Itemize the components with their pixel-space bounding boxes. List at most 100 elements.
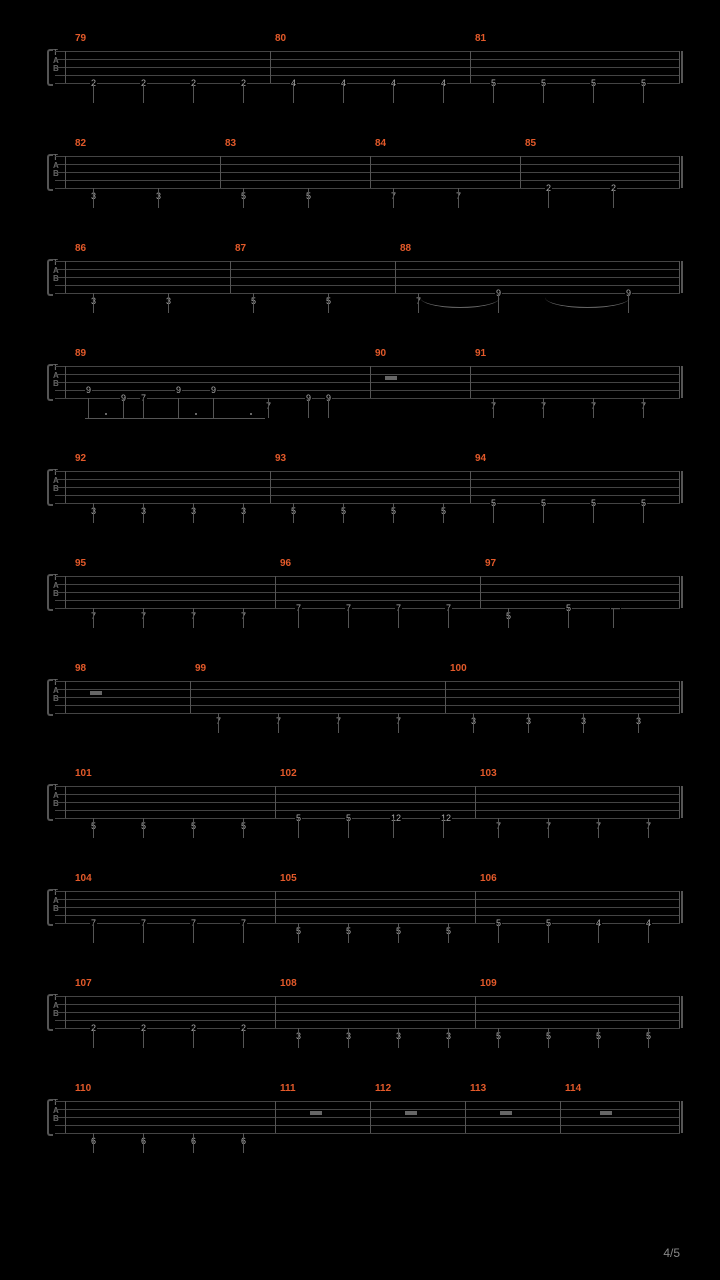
end-barline	[679, 366, 680, 398]
note-stem	[548, 923, 549, 943]
note-stem	[343, 503, 344, 523]
note-stem	[593, 83, 594, 103]
note-stem	[93, 608, 94, 628]
barline	[395, 261, 396, 293]
staff-lines	[55, 156, 680, 189]
end-barline	[679, 996, 680, 1028]
note-stem	[648, 818, 649, 838]
staff-row: TAB8233835584778522	[55, 140, 680, 230]
note-stem	[528, 713, 529, 733]
staff-row: TAB8633875588799	[55, 245, 680, 335]
note-stem	[643, 398, 644, 418]
note-stem	[268, 398, 269, 418]
staff-lines	[55, 576, 680, 609]
staff-row: TAB1106666111112113114	[55, 1085, 680, 1175]
note-stem	[143, 1028, 144, 1048]
measure-number: 92	[75, 453, 86, 464]
note-stem	[328, 293, 329, 313]
note-stem	[193, 923, 194, 943]
note-stem	[93, 923, 94, 943]
tie	[545, 287, 630, 308]
note-stem	[543, 83, 544, 103]
note-stem	[593, 398, 594, 418]
note-stem	[178, 398, 179, 418]
measure-number: 93	[275, 453, 286, 464]
end-barline	[679, 1101, 680, 1133]
staff-lines	[55, 681, 680, 714]
measure-number: 101	[75, 768, 92, 779]
note-stem	[218, 713, 219, 733]
end-barline	[679, 681, 680, 713]
barline	[65, 891, 66, 923]
measure-number: 87	[235, 243, 246, 254]
measure-number: 97	[485, 558, 496, 569]
note-stem	[443, 83, 444, 103]
note-stem	[93, 188, 94, 208]
staff-row: TAB989977771003333	[55, 665, 680, 755]
measure-number: 80	[275, 33, 286, 44]
note-stem	[498, 818, 499, 838]
note-stem	[568, 608, 569, 628]
note-stem	[143, 83, 144, 103]
note-stem	[93, 818, 94, 838]
measure-number: 88	[400, 243, 411, 254]
barline	[370, 366, 371, 398]
note-stem	[493, 398, 494, 418]
note-stem	[548, 818, 549, 838]
note-stem	[143, 608, 144, 628]
tab-note: 12	[440, 814, 452, 823]
note-stem	[398, 1028, 399, 1048]
beam	[85, 418, 140, 419]
beam	[140, 418, 210, 419]
note-stem	[243, 83, 244, 103]
note-stem	[88, 398, 89, 418]
barline	[65, 261, 66, 293]
rest	[500, 1111, 512, 1115]
note-stem	[648, 923, 649, 943]
measure-number: 84	[375, 138, 386, 149]
barline	[270, 51, 271, 83]
measure-number: 99	[195, 663, 206, 674]
note-stem	[643, 503, 644, 523]
barline	[470, 366, 471, 398]
measure-number: 108	[280, 978, 297, 989]
note-stem	[143, 1133, 144, 1153]
note-stem	[643, 83, 644, 103]
note-stem	[298, 818, 299, 838]
measure-number: 113	[470, 1083, 486, 1094]
note-stem	[308, 188, 309, 208]
note-stem	[493, 503, 494, 523]
note-stem	[193, 1133, 194, 1153]
note-stem	[338, 713, 339, 733]
staff-lines	[55, 51, 680, 84]
barline	[370, 1101, 371, 1133]
barline	[445, 681, 446, 713]
note-stem	[93, 293, 94, 313]
barline	[475, 786, 476, 818]
barline	[270, 471, 271, 503]
staff-lines	[55, 1101, 680, 1134]
barline	[470, 51, 471, 83]
note-stem	[348, 1028, 349, 1048]
tab-note: —	[610, 604, 621, 613]
barline	[65, 996, 66, 1028]
note-stem	[448, 923, 449, 943]
staff-row: TAB10155551025512121037777	[55, 770, 680, 860]
note-stem	[143, 503, 144, 523]
measure-number: 103	[480, 768, 497, 779]
note-stem	[398, 923, 399, 943]
note-stem	[93, 503, 94, 523]
note-stem	[243, 1028, 244, 1048]
note-stem	[393, 188, 394, 208]
measure-number: 86	[75, 243, 86, 254]
staff-lines	[55, 471, 680, 504]
barline	[370, 156, 371, 188]
note-stem	[473, 713, 474, 733]
measure-number: 98	[75, 663, 86, 674]
barline	[65, 681, 66, 713]
measure-number: 85	[525, 138, 536, 149]
note-stem	[243, 1133, 244, 1153]
end-barline	[679, 51, 680, 83]
note-stem	[548, 1028, 549, 1048]
measure-number: 91	[475, 348, 486, 359]
